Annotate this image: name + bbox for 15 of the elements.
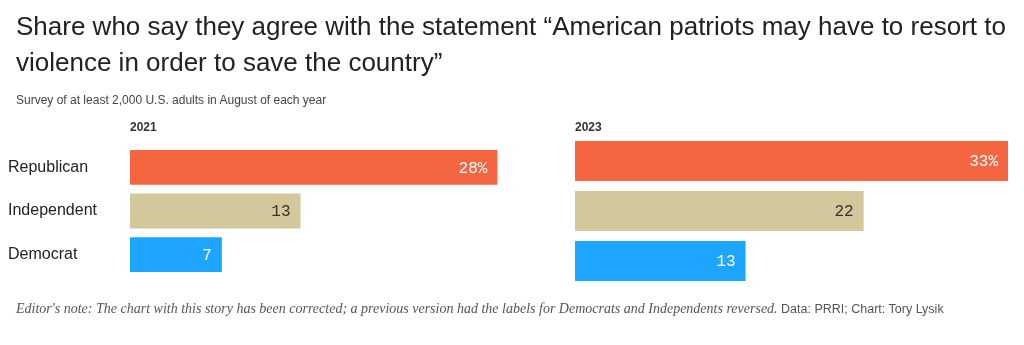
data-label: 7 [202, 246, 212, 265]
text: Share who say they agree with the statement “American patriots may have to resort to violence in order to save the country” [16, 10, 1007, 79]
text: Editor's note: The chart with this story has been corrected; a previous version had the labels for Democrats and Independents reversed. [16, 301, 779, 316]
data-label: 13 [716, 253, 736, 272]
y-tick-label: Independent [8, 201, 98, 219]
y-tick-label: Democrat [8, 245, 78, 263]
chart-title: 2023 [575, 120, 603, 136]
data-label: 22 [834, 203, 854, 222]
y-tick-label: Republican [8, 157, 89, 175]
data-label: 33% [969, 153, 999, 172]
text: Survey of at least 2,000 U.S. adults in August of each year [16, 93, 327, 107]
text: Data: PRRI; Chart: Tory Lysik [781, 302, 944, 316]
chart-title: 2021 [130, 120, 158, 136]
data-label: 13 [271, 203, 291, 222]
data-label: 28% [458, 159, 488, 178]
